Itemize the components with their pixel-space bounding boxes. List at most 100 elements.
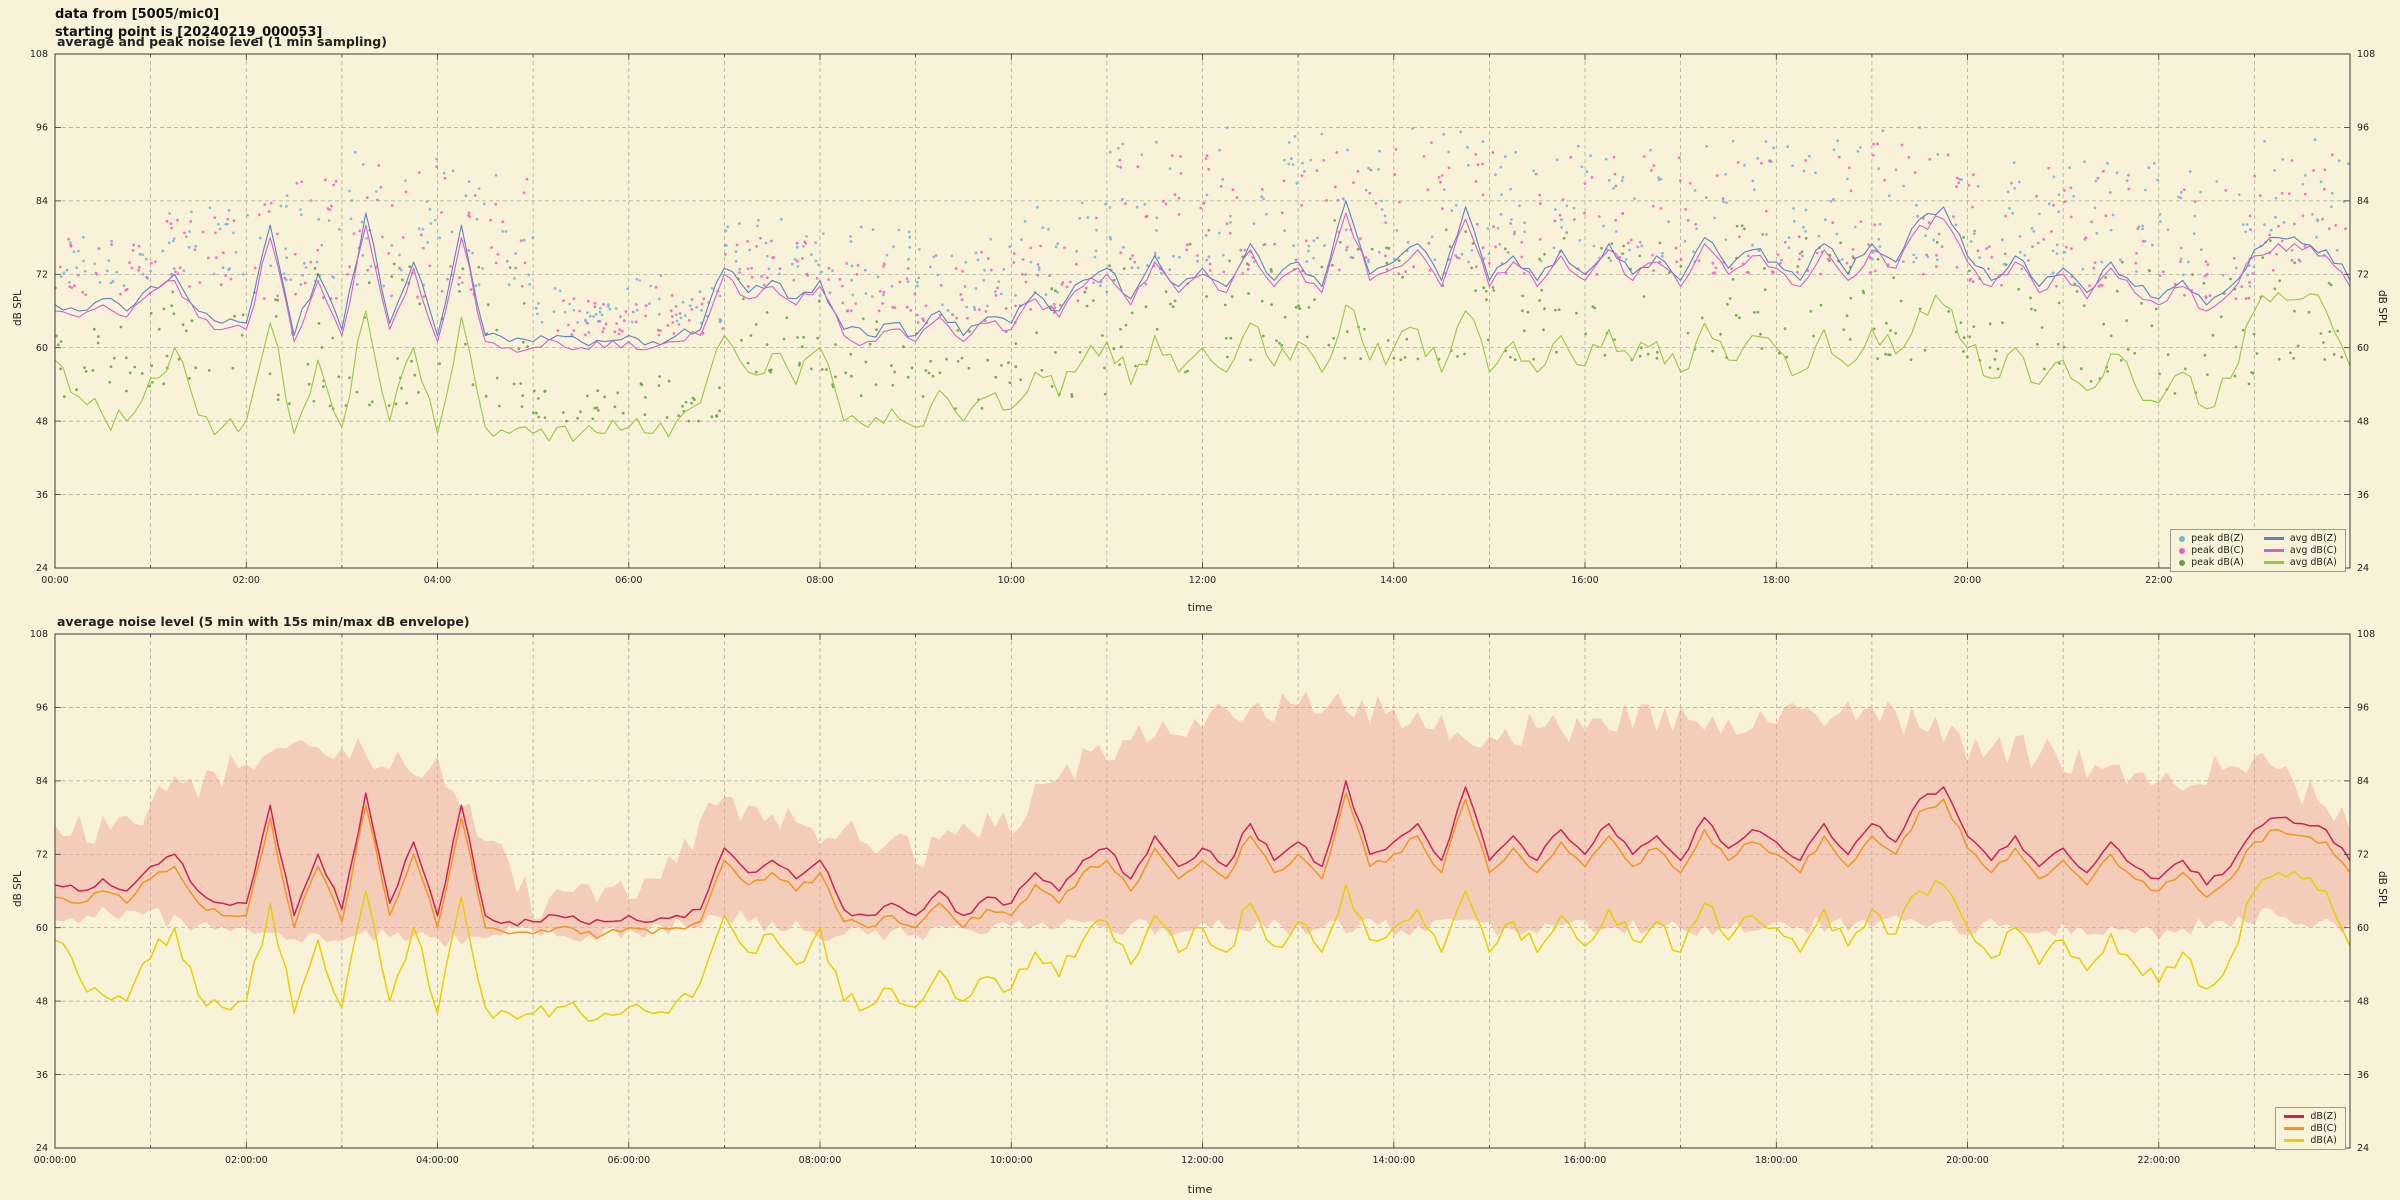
bottom-chart-title: average noise level (5 min with 15s min/…	[57, 614, 470, 629]
grid	[55, 54, 2350, 568]
line-avg-db-c-	[54, 212, 2351, 353]
x-tick-label: 16:00:00	[1564, 1155, 1607, 1166]
y-tick-label-right: 36	[2357, 1070, 2369, 1081]
y-tick-label-right: 108	[2357, 50, 2375, 60]
x-tick-label: 00:00	[41, 575, 68, 586]
legend-item: peak dB(Z)	[2179, 533, 2244, 544]
tick-labels: 00:00:00 02:00:00 04:00:00 06:00:00 08:00:00…	[30, 630, 2375, 1166]
line-db-z-	[54, 780, 2351, 927]
legend-label: dB(C)	[2310, 1123, 2337, 1134]
y-tick-label-right: 60	[2357, 923, 2369, 934]
y-tick-label-left: 24	[36, 1143, 48, 1154]
line-avg-db-z-	[54, 200, 2351, 347]
header: data from [5005/mic0] starting point is …	[55, 6, 322, 42]
x-tick-label: 08:00:00	[799, 1155, 842, 1166]
y-tick-label-right: 84	[2357, 196, 2369, 207]
legend-label: avg dB(A)	[2289, 557, 2337, 568]
legend-label: peak dB(Z)	[2191, 533, 2244, 544]
legend-line-marker	[2263, 549, 2284, 552]
y-tick-label-left: 36	[36, 1070, 48, 1081]
y-tick-label-left: 24	[36, 563, 48, 574]
y-tick-label-right: 48	[2357, 996, 2369, 1007]
y-tick-label-left: 108	[30, 630, 48, 640]
legend-line-marker	[2284, 1115, 2305, 1118]
legend-line-marker	[2284, 1127, 2305, 1130]
y-tick-label-right: 36	[2357, 490, 2369, 501]
y-tick-label-left: 36	[36, 490, 48, 501]
line-db-a-	[54, 870, 2351, 1023]
top-ylabel-right: dB SPL	[2375, 289, 2388, 326]
x-tick-label: 08:00	[806, 575, 833, 586]
bottom-ylabel-right: dB SPL	[2375, 870, 2388, 907]
bottom-ylabel-left: dB SPL	[12, 870, 25, 907]
x-tick-label: 06:00	[615, 575, 642, 586]
x-tick-label: 06:00:00	[607, 1155, 650, 1166]
legend-label: dB(A)	[2310, 1135, 2337, 1146]
envelope-band	[55, 690, 2350, 948]
legend-dot-marker	[2179, 535, 2186, 542]
bottom-plot-canvas: 00:00:00 02:00:00 04:00:00 06:00:00 08:00:00…	[30, 630, 2375, 1166]
top-ylabel-left: dB SPL	[12, 289, 25, 326]
x-tick-label: 16:00	[1571, 575, 1598, 586]
y-tick-label-right: 108	[2357, 630, 2375, 640]
x-tick-label: 22:00:00	[2137, 1155, 2180, 1166]
y-tick-label-right: 24	[2357, 563, 2369, 574]
x-tick-label: 02:00:00	[225, 1155, 268, 1166]
top-chart: average and peak noise level (1 min samp…	[0, 34, 2400, 616]
x-tick-label: 10:00	[998, 575, 1025, 586]
y-tick-label-right: 48	[2357, 416, 2369, 427]
y-tick-label-left: 48	[36, 416, 48, 427]
bottom-chart: average noise level (5 min with 15s min/…	[0, 614, 2400, 1198]
y-tick-label-left: 96	[36, 123, 48, 134]
scatter-peak-db-a-	[55, 219, 2344, 423]
scatter-peak-db-z-	[59, 126, 2350, 325]
legend-label: dB(Z)	[2310, 1111, 2337, 1122]
legend-item: dB(Z)	[2284, 1111, 2337, 1122]
x-tick-label: 18:00:00	[1755, 1155, 1798, 1166]
line-avg-db-a-	[54, 292, 2351, 443]
bottom-xlabel: time	[1187, 1183, 1213, 1196]
legend-item: dB(A)	[2284, 1135, 2337, 1146]
tick-labels: 00:00 02:00 04:00 06:00 08:00 10:00 12:00 14:00…	[30, 50, 2375, 586]
y-tick-label-left: 60	[36, 923, 48, 934]
legend-line-marker	[2263, 537, 2284, 540]
legend-item: dB(C)	[2284, 1123, 2337, 1134]
x-tick-label: 04:00:00	[416, 1155, 459, 1166]
y-tick-label-left: 96	[36, 703, 48, 714]
x-tick-label: 12:00	[1189, 575, 1216, 586]
y-tick-label-left: 84	[36, 196, 48, 207]
line-db-c-	[54, 792, 2351, 939]
y-tick-label-left: 72	[36, 850, 48, 861]
legend-item: peak dB(C)	[2179, 545, 2244, 556]
x-tick-label: 12:00:00	[1181, 1155, 1224, 1166]
legend-item: avg dB(A)	[2263, 557, 2337, 568]
y-tick-label-left: 60	[36, 343, 48, 354]
y-tick-label-right: 24	[2357, 1143, 2369, 1154]
x-tick-label: 18:00	[1763, 575, 1790, 586]
y-tick-label-right: 96	[2357, 123, 2369, 134]
legend-item: peak dB(A)	[2179, 557, 2244, 568]
legend-label: peak dB(C)	[2191, 545, 2244, 556]
x-tick-label: 20:00:00	[1946, 1155, 1989, 1166]
axes	[54, 633, 2351, 1149]
y-tick-label-right: 72	[2357, 850, 2369, 861]
x-tick-label: 00:00:00	[34, 1155, 77, 1166]
y-tick-label-left: 84	[36, 776, 48, 787]
y-tick-label-left: 108	[30, 50, 48, 60]
y-tick-label-right: 84	[2357, 776, 2369, 787]
x-tick-label: 04:00	[424, 575, 451, 586]
top-xlabel: time	[1187, 601, 1213, 614]
y-tick-label-right: 72	[2357, 270, 2369, 281]
legend-dot-marker	[2179, 547, 2186, 554]
x-tick-label: 02:00	[233, 575, 260, 586]
y-tick-label-right: 60	[2357, 343, 2369, 354]
legend-label: avg dB(Z)	[2289, 533, 2337, 544]
legend-label: avg dB(C)	[2289, 545, 2337, 556]
x-tick-label: 22:00	[2145, 575, 2172, 586]
header-line-1: data from [5005/mic0]	[55, 7, 220, 22]
bottom-legend: dB(Z) dB(C) dB(A)	[2275, 1107, 2346, 1150]
x-tick-label: 14:00	[1380, 575, 1407, 586]
axes	[54, 53, 2351, 569]
x-tick-label: 10:00:00	[990, 1155, 1033, 1166]
top-plot-canvas: 00:00 02:00 04:00 06:00 08:00 10:00 12:00 14:00…	[30, 50, 2375, 586]
